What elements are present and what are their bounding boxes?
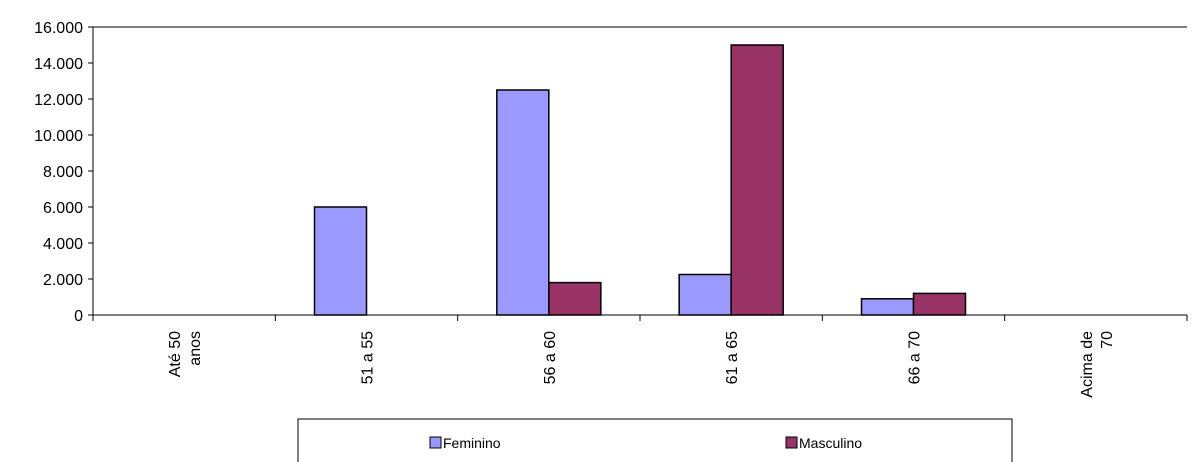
- bar-masculino-3: [730, 44, 784, 316]
- legend-label-feminino: Feminino: [443, 435, 501, 451]
- y-tick-label: 10.000: [34, 128, 83, 145]
- bar-masculino-4: [912, 292, 967, 316]
- bar-feminino-2: [496, 89, 550, 316]
- legend-box: [297, 418, 1013, 462]
- y-axis: 0 2.000 4.000 6.000 8.000 10.000 12.000 14.000 1…: [34, 20, 1187, 325]
- y-tick-label: 4.000: [43, 236, 83, 253]
- x-tick-label: 61 a 65: [724, 331, 741, 384]
- x-axis: Até 50 anos 51 a 55 56 a 60 61 a 65 66 a 70 Ac…: [92, 314, 1188, 398]
- legend-swatch-masculino: [785, 436, 798, 449]
- x-tick-label-line: 56 a 60: [542, 331, 559, 384]
- y-tick-label: 8.000: [43, 164, 83, 181]
- bar-feminino-3: [678, 273, 732, 316]
- x-tick-label-line: Acima de: [1079, 331, 1096, 398]
- y-tick-label: 0: [74, 308, 83, 325]
- bar-feminino-1: [313, 206, 368, 316]
- bars: [313, 44, 967, 316]
- x-tick-label: Acima de 70: [1079, 331, 1116, 398]
- x-tick-label-line: anos: [187, 331, 204, 366]
- x-tick-label-line: Até 50: [167, 331, 184, 377]
- y-tick-label: 14.000: [34, 56, 83, 73]
- legend: Feminino Masculino: [297, 418, 1013, 462]
- bar-masculino-2: [548, 281, 602, 316]
- y-tick-label: 6.000: [43, 200, 83, 217]
- x-tick-label-line: 70: [1099, 331, 1116, 349]
- x-tick-label: 56 a 60: [542, 331, 559, 384]
- x-tick-label-line: 61 a 65: [724, 331, 741, 384]
- legend-label-masculino: Masculino: [799, 435, 862, 451]
- y-tick-label: 12.000: [34, 92, 83, 109]
- y-tick-label: 16.000: [34, 20, 83, 37]
- x-tick-label-line: 51 a 55: [360, 331, 377, 384]
- x-tick-label: 51 a 55: [360, 331, 377, 384]
- x-tick-label-line: 66 a 70: [907, 331, 924, 384]
- legend-swatch-feminino: [429, 436, 442, 449]
- x-tick-label: Até 50 anos: [167, 331, 204, 377]
- bar-feminino-4: [860, 298, 915, 316]
- y-tick-label: 2.000: [43, 272, 83, 289]
- x-tick-label: 66 a 70: [907, 331, 924, 384]
